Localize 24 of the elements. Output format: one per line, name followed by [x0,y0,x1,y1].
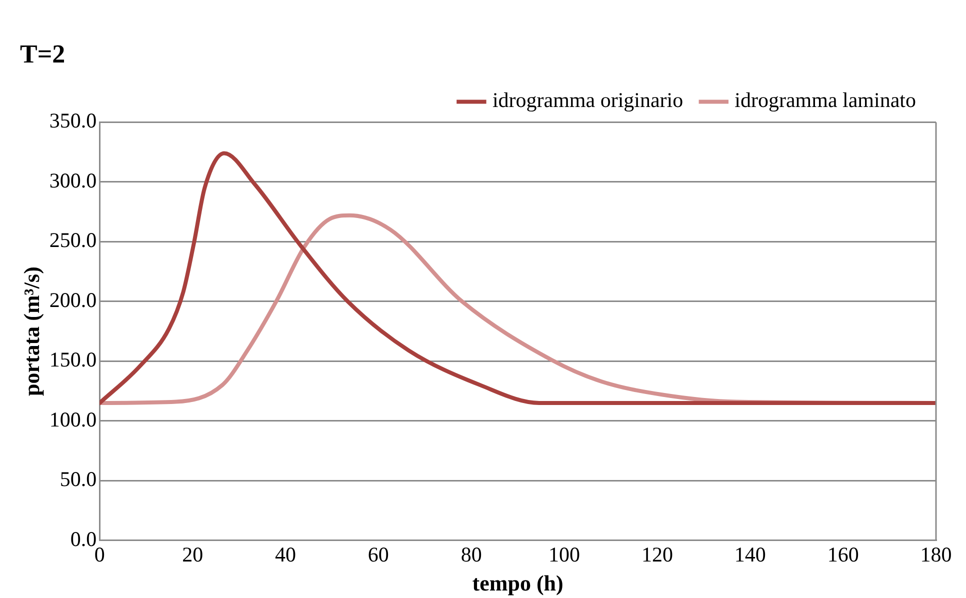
y-tick-label: 50.0 [60,467,97,492]
x-tick-label: 180 [920,542,952,567]
legend-label: idrogramma originario [492,88,684,112]
y-tick-label: 250.0 [49,228,97,252]
legend-label: idrogramma laminato [734,88,916,112]
y-tick-label: 100.0 [49,407,97,432]
y-tick-label: 0.0 [70,526,97,551]
x-tick-label: 100 [548,542,580,567]
line-series [100,151,936,405]
chart-title: T=2 [20,39,66,68]
x-tick-label: 60 [368,542,389,567]
y-axis-title: portata (m³/s) [18,266,44,396]
y-tick-label: 350.0 [49,108,97,133]
x-tick-label: 140 [734,542,766,567]
y-tick-label: 150.0 [49,348,97,372]
y-tick-label: 300.0 [49,168,97,192]
x-tick-label: 160 [827,542,859,567]
x-tick-label: 20 [182,542,204,567]
x-tick-label: 0 [94,542,105,567]
x-tick-label: 40 [275,542,296,567]
y-tick-label: 200.0 [49,288,97,312]
x-tick-label: 80 [460,542,482,567]
x-axis-title: tempo (h) [472,570,564,596]
x-tick-label: 120 [641,542,673,567]
